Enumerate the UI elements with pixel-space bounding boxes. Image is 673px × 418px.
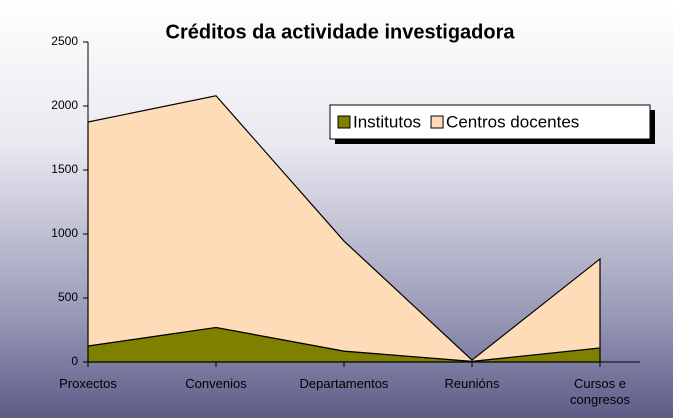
x-tick-label: Convenios xyxy=(185,376,247,391)
legend-swatch xyxy=(337,115,351,129)
area xyxy=(87,95,601,362)
legend: Institutos Centros docentes xyxy=(329,104,655,144)
x-tick-label: Proxectos xyxy=(59,376,117,391)
y-tick-label: 1500 xyxy=(51,162,78,176)
x-tick-label: Cursos e congresos xyxy=(570,376,630,407)
y-tick-label: 500 xyxy=(58,290,78,304)
x-tick-label: Departamentos xyxy=(299,376,389,391)
legend-label: Centros docentes xyxy=(446,112,579,131)
legend-swatch xyxy=(430,115,444,129)
y-tick-label: 2500 xyxy=(51,34,78,48)
y-tick-label: 0 xyxy=(71,354,78,368)
legend-label: Institutos xyxy=(353,112,421,131)
legend-box xyxy=(329,104,651,140)
y-tick-label: 2000 xyxy=(51,98,78,112)
chart-title: Créditos da actividade investigadora xyxy=(166,21,516,43)
y-tick-label: 1000 xyxy=(51,226,78,240)
x-tick-label: Reunións xyxy=(444,376,500,391)
